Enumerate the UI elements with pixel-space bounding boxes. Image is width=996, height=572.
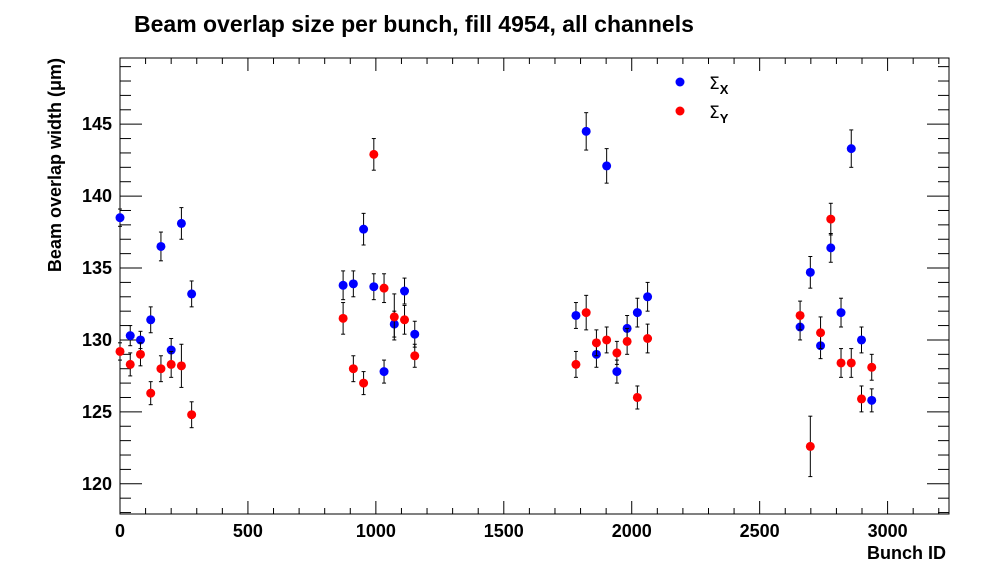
data-point-sigma-x: [581, 126, 591, 136]
data-point-sigma-x: [135, 335, 145, 345]
data-point-sigma-x: [176, 218, 186, 228]
data-point-sigma-y: [632, 392, 642, 402]
data-point-sigma-x: [146, 315, 156, 325]
legend-sigma-x-subscript: X: [720, 82, 729, 97]
legend-label-sigma-x: ΣX: [709, 74, 729, 97]
data-point-sigma-y: [135, 349, 145, 359]
data-point-sigma-x: [125, 331, 135, 341]
data-point-sigma-y: [369, 149, 379, 159]
data-point-sigma-x: [856, 335, 866, 345]
data-point-sigma-y: [176, 361, 186, 371]
data-point-sigma-x: [602, 161, 612, 171]
data-point-sigma-y: [856, 394, 866, 404]
data-points: [115, 112, 877, 478]
y-tick-label: 140: [82, 186, 112, 206]
legend: ΣX ΣY: [675, 74, 729, 126]
legend-sigma-x-symbol: Σ: [709, 74, 720, 94]
data-point-sigma-y: [591, 338, 601, 348]
data-point-sigma-y: [643, 334, 653, 344]
data-point-sigma-y: [166, 359, 176, 369]
plot-frame: [119, 57, 950, 515]
data-point-sigma-x: [836, 308, 846, 318]
data-point-sigma-y: [846, 358, 856, 368]
data-point-sigma-x: [166, 345, 176, 355]
data-point-sigma-y: [622, 336, 632, 346]
data-point-sigma-y: [612, 348, 622, 358]
axis-ticks: [119, 58, 949, 514]
data-point-sigma-x: [359, 224, 369, 234]
data-point-sigma-y: [125, 359, 135, 369]
data-point-sigma-x: [156, 241, 166, 251]
data-point-sigma-y: [795, 310, 805, 320]
data-point-sigma-y: [826, 214, 836, 224]
data-point-sigma-x: [369, 282, 379, 292]
data-point-sigma-y: [338, 313, 348, 323]
data-point-sigma-y: [348, 364, 358, 374]
y-tick-label: 120: [82, 474, 112, 494]
x-tick-label: 3000: [868, 521, 908, 541]
legend-label-sigma-y: ΣY: [709, 103, 729, 126]
data-point-sigma-y: [359, 378, 369, 388]
x-tick-label: 1000: [356, 521, 396, 541]
data-point-sigma-y: [410, 351, 420, 361]
x-tick-label: 1500: [484, 521, 524, 541]
data-point-sigma-y: [816, 328, 826, 338]
y-tick-label: 145: [82, 114, 112, 134]
data-point-sigma-y: [379, 283, 389, 293]
data-point-sigma-x: [379, 367, 389, 377]
data-point-sigma-y: [571, 359, 581, 369]
data-point-sigma-x: [826, 243, 836, 253]
data-point-sigma-y: [187, 410, 197, 420]
data-point-sigma-x: [571, 310, 581, 320]
data-point-sigma-x: [338, 280, 348, 290]
data-point-sigma-x: [400, 286, 410, 296]
data-point-sigma-y: [805, 441, 815, 451]
data-point-sigma-y: [389, 312, 399, 322]
legend-sigma-y-subscript: Y: [720, 111, 729, 126]
x-tick-label: 2500: [740, 521, 780, 541]
y-axis-label: Beam overlap width (μm): [45, 58, 65, 272]
data-point-sigma-y: [146, 388, 156, 398]
data-point-sigma-x: [115, 213, 125, 223]
y-tick-labels: 120 125 130 135 140 145: [82, 114, 112, 494]
legend-sigma-y-symbol: Σ: [709, 103, 720, 123]
y-tick-label: 125: [82, 402, 112, 422]
data-point-sigma-y: [400, 315, 410, 325]
data-point-sigma-x: [846, 144, 856, 154]
y-tick-label: 135: [82, 258, 112, 278]
data-point-sigma-y: [867, 362, 877, 372]
x-axis-label: Bunch ID: [867, 543, 946, 563]
data-point-sigma-x: [643, 292, 653, 302]
data-point-sigma-y: [115, 346, 125, 356]
x-tick-label: 0: [115, 521, 125, 541]
y-tick-label: 130: [82, 330, 112, 350]
data-point-sigma-x: [612, 367, 622, 377]
legend-marker-sigma-x: [675, 77, 685, 87]
data-point-sigma-x: [410, 329, 420, 339]
data-point-sigma-y: [156, 364, 166, 374]
x-tick-label: 2000: [612, 521, 652, 541]
x-tick-labels: 0 500 1000 1500 2000 2500 3000: [115, 521, 908, 541]
data-point-sigma-y: [602, 335, 612, 345]
data-point-sigma-x: [348, 279, 358, 289]
chart-title: Beam overlap size per bunch, fill 4954, …: [134, 11, 694, 37]
x-tick-label: 500: [233, 521, 263, 541]
data-point-sigma-y: [836, 358, 846, 368]
legend-marker-sigma-y: [675, 106, 685, 116]
data-point-sigma-x: [867, 395, 877, 405]
data-point-sigma-y: [581, 308, 591, 318]
data-point-sigma-x: [632, 308, 642, 318]
data-point-sigma-x: [805, 267, 815, 277]
data-point-sigma-x: [187, 289, 197, 299]
